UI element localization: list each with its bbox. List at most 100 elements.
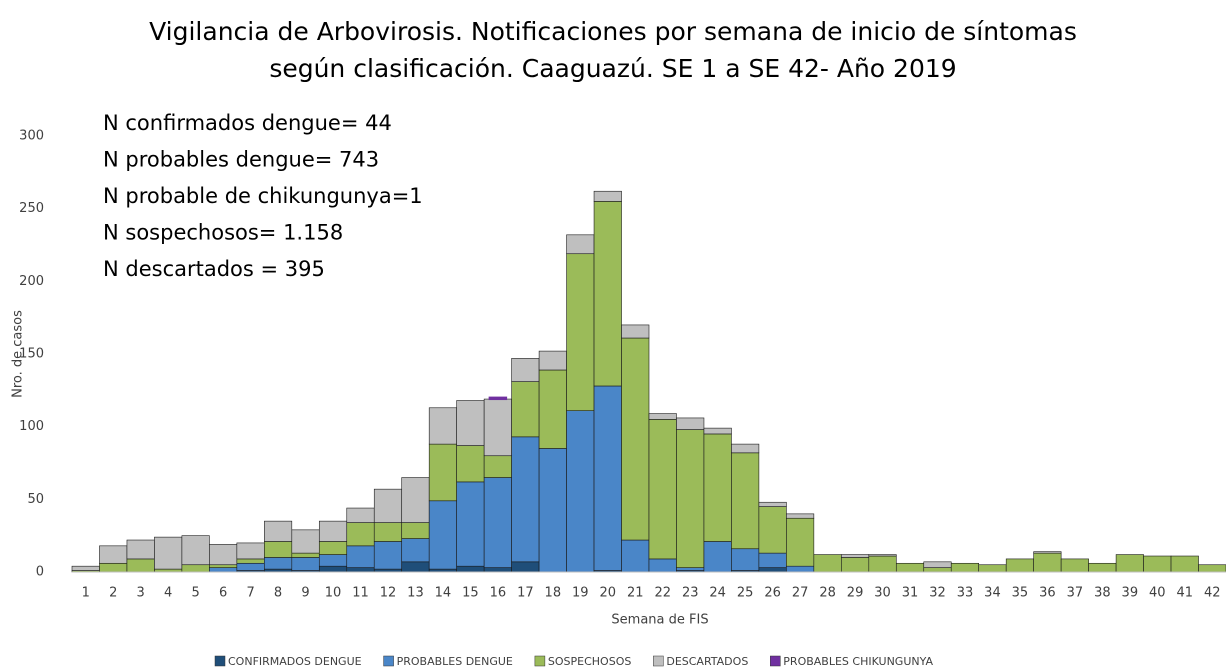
bar-segment bbox=[1033, 551, 1062, 554]
y-tick-label: 50 bbox=[27, 492, 44, 507]
bar-segment bbox=[1060, 558, 1089, 573]
bar-segment bbox=[71, 565, 100, 571]
legend-label: SOSPECHOSOS bbox=[548, 655, 631, 668]
x-tick-label: 32 bbox=[929, 586, 946, 601]
bar-segment bbox=[703, 427, 732, 435]
bar-segment bbox=[841, 557, 870, 573]
legend-swatch bbox=[214, 655, 226, 667]
legend-label: CONFIRMADOS DENGUE bbox=[228, 655, 362, 668]
x-tick-label: 39 bbox=[1122, 586, 1139, 601]
bar-segment bbox=[291, 529, 320, 554]
chart-title: según clasificación. Caaguazú. SE 1 a SE… bbox=[269, 54, 956, 83]
bar-segment bbox=[373, 488, 403, 523]
legend-swatch bbox=[383, 655, 394, 667]
x-tick-label: 38 bbox=[1094, 586, 1111, 601]
x-tick-label: 14 bbox=[435, 586, 452, 601]
x-tick-label: 29 bbox=[847, 586, 864, 601]
bar-segment bbox=[318, 520, 348, 542]
bar-segment bbox=[868, 555, 897, 573]
x-tick-label: 31 bbox=[902, 586, 919, 601]
y-tick-label: 300 bbox=[19, 129, 44, 144]
bar-segment bbox=[511, 436, 540, 563]
bar-segment bbox=[428, 443, 457, 502]
x-tick-label: 23 bbox=[682, 586, 699, 601]
bar-segment bbox=[346, 522, 375, 547]
bar-segment bbox=[1143, 555, 1172, 573]
bar-segment bbox=[483, 567, 512, 573]
y-tick-label: 0 bbox=[36, 565, 44, 580]
x-tick-label: 36 bbox=[1039, 586, 1056, 601]
bar-segment bbox=[483, 398, 512, 457]
bar-segment bbox=[456, 445, 485, 483]
bar-segment bbox=[676, 567, 705, 571]
bar-segment bbox=[786, 517, 815, 567]
bar-segment bbox=[236, 542, 265, 560]
bar-segment bbox=[895, 562, 925, 573]
bar-segment bbox=[126, 558, 155, 573]
legend-label: PROBABLES DENGUE bbox=[397, 655, 513, 668]
x-tick-label: 40 bbox=[1149, 586, 1166, 601]
bar-segment bbox=[950, 562, 980, 573]
bar-segment bbox=[538, 448, 567, 573]
legend-swatch bbox=[653, 655, 664, 667]
bar-segment bbox=[1088, 562, 1117, 573]
bar-segment bbox=[373, 522, 403, 542]
x-tick-label: 42 bbox=[1204, 586, 1221, 601]
annotation: N probable de chikungunya=1 bbox=[103, 184, 423, 208]
bar-segment bbox=[99, 562, 128, 573]
bar-segment bbox=[621, 324, 650, 339]
bar-segment bbox=[456, 565, 485, 573]
annotation: N sospechosos= 1.158 bbox=[103, 221, 343, 245]
x-tick-label: 6 bbox=[219, 586, 227, 601]
bar-segment bbox=[401, 538, 430, 563]
x-tick-label: 16 bbox=[490, 586, 507, 601]
bar-segment bbox=[923, 567, 952, 573]
bar-segment bbox=[731, 548, 760, 571]
bar-segment bbox=[373, 541, 403, 570]
annotation: N confirmados dengue= 44 bbox=[103, 111, 392, 135]
bar-segment bbox=[428, 407, 457, 445]
bar-segment bbox=[483, 477, 512, 568]
annotation: N descartados = 395 bbox=[103, 257, 325, 281]
bar-segment bbox=[758, 501, 787, 507]
bar-segment bbox=[456, 400, 485, 446]
bar-segment bbox=[648, 419, 677, 560]
bar-segment bbox=[731, 452, 760, 550]
bar-segment bbox=[731, 443, 760, 454]
x-tick-label: 19 bbox=[572, 586, 589, 601]
bar-segment bbox=[676, 429, 705, 568]
bar-segment bbox=[209, 567, 238, 573]
y-tick-label: 150 bbox=[19, 347, 44, 362]
bar-segment bbox=[786, 513, 815, 519]
x-tick-label: 15 bbox=[462, 586, 479, 601]
bar-segment bbox=[236, 558, 265, 564]
x-tick-label: 8 bbox=[274, 586, 282, 601]
x-tick-label: 37 bbox=[1067, 586, 1084, 601]
bar-segment bbox=[978, 564, 1007, 573]
bar-segment bbox=[456, 481, 485, 567]
bar-segment bbox=[1005, 558, 1034, 573]
bar-segment bbox=[401, 561, 430, 573]
x-tick-label: 13 bbox=[407, 586, 424, 601]
x-tick-label: 41 bbox=[1177, 586, 1194, 601]
x-tick-label: 11 bbox=[352, 586, 369, 601]
bar-segment bbox=[813, 554, 842, 573]
x-tick-label: 34 bbox=[984, 586, 1001, 601]
bar-segment bbox=[511, 561, 540, 573]
bar-segment bbox=[703, 433, 732, 542]
bar-segment bbox=[346, 507, 375, 523]
bar-segment bbox=[621, 539, 650, 573]
bar-segment bbox=[676, 417, 705, 430]
bar-segment bbox=[154, 536, 183, 570]
y-tick-label: 200 bbox=[19, 274, 44, 289]
x-tick-label: 10 bbox=[325, 586, 342, 601]
bar-segment bbox=[648, 413, 677, 420]
bar-segment bbox=[401, 522, 430, 539]
bar-segment bbox=[758, 552, 787, 568]
bar-segment bbox=[483, 455, 512, 478]
bar-segment bbox=[291, 557, 320, 571]
bar-segment bbox=[126, 539, 155, 560]
bar-segment bbox=[566, 234, 595, 255]
bar-segment bbox=[264, 520, 293, 542]
x-tick-label: 24 bbox=[709, 586, 726, 601]
